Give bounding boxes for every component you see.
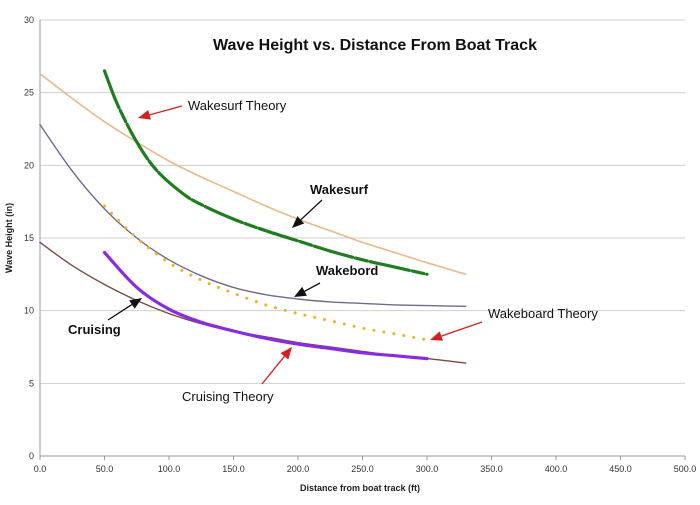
series-wakesurf-theory: [39, 73, 467, 276]
y-tick-label: 15: [24, 233, 34, 243]
annotation-wakesurf-theory: Wakesurf Theory: [188, 98, 287, 113]
y-tick-label: 20: [24, 160, 34, 170]
series-line-wakeboard-theory: [103, 204, 429, 342]
y-tick-label: 30: [24, 15, 34, 25]
x-tick-label: 300.0: [416, 464, 439, 474]
x-tick-label: 50.0: [96, 464, 114, 474]
x-tick-label: 150.0: [222, 464, 245, 474]
x-tick-label: 350.0: [480, 464, 503, 474]
series-line-wakesurf-theory: [39, 73, 467, 276]
series-line-wakesurf: [102, 69, 429, 276]
x-tick-label: 0.0: [34, 464, 47, 474]
x-tick-label: 450.0: [609, 464, 632, 474]
x-axis-label: Distance from boat track (ft): [300, 483, 420, 493]
y-tick-label: 25: [24, 88, 34, 98]
x-tick-label: 500.0: [674, 464, 697, 474]
x-tick-label: 400.0: [545, 464, 568, 474]
x-tick-label: 100.0: [158, 464, 181, 474]
series-line-wakebord: [39, 123, 467, 307]
series-wakebord: [39, 123, 467, 307]
annotation-cruising-arrow: [107, 298, 142, 321]
series-wakeboard-theory: [103, 204, 429, 342]
series: [39, 69, 467, 364]
annotation-cruising-theory-arrow: [261, 347, 292, 385]
chart-title: Wave Height vs. Distance From Boat Track: [213, 37, 537, 54]
annotation-cruising-theory: Cruising Theory: [182, 389, 274, 404]
annotation-wakesurf-theory-arrow: [138, 105, 183, 120]
x-tick-label: 250.0: [351, 464, 374, 474]
annotation-wakebord: Wakebord: [316, 263, 378, 278]
y-tick-label: 0: [29, 451, 34, 461]
annotation-wakesurf-arrow: [292, 199, 323, 228]
annotation-wakesurf: Wakesurf: [310, 182, 369, 197]
y-axis-label: Wave Height (in): [4, 203, 14, 273]
annotation-wakebord-arrow: [294, 282, 321, 297]
annotation-wakeboard-theory: Wakeboard Theory: [488, 306, 598, 321]
y-tick-label: 10: [24, 306, 34, 316]
annotation-wakeboard-theory-arrow: [430, 321, 483, 341]
y-tick-label: 5: [29, 378, 34, 388]
series-wakesurf: [102, 69, 429, 276]
series-line-cruising-theory: [102, 250, 429, 361]
series-cruising-theory: [102, 250, 429, 361]
annotation-cruising: Cruising: [68, 322, 121, 337]
annotations: Wakesurf Theory Wakesurf Wakebord Wakeboard…: [68, 98, 598, 404]
x-tick-label: 200.0: [287, 464, 310, 474]
